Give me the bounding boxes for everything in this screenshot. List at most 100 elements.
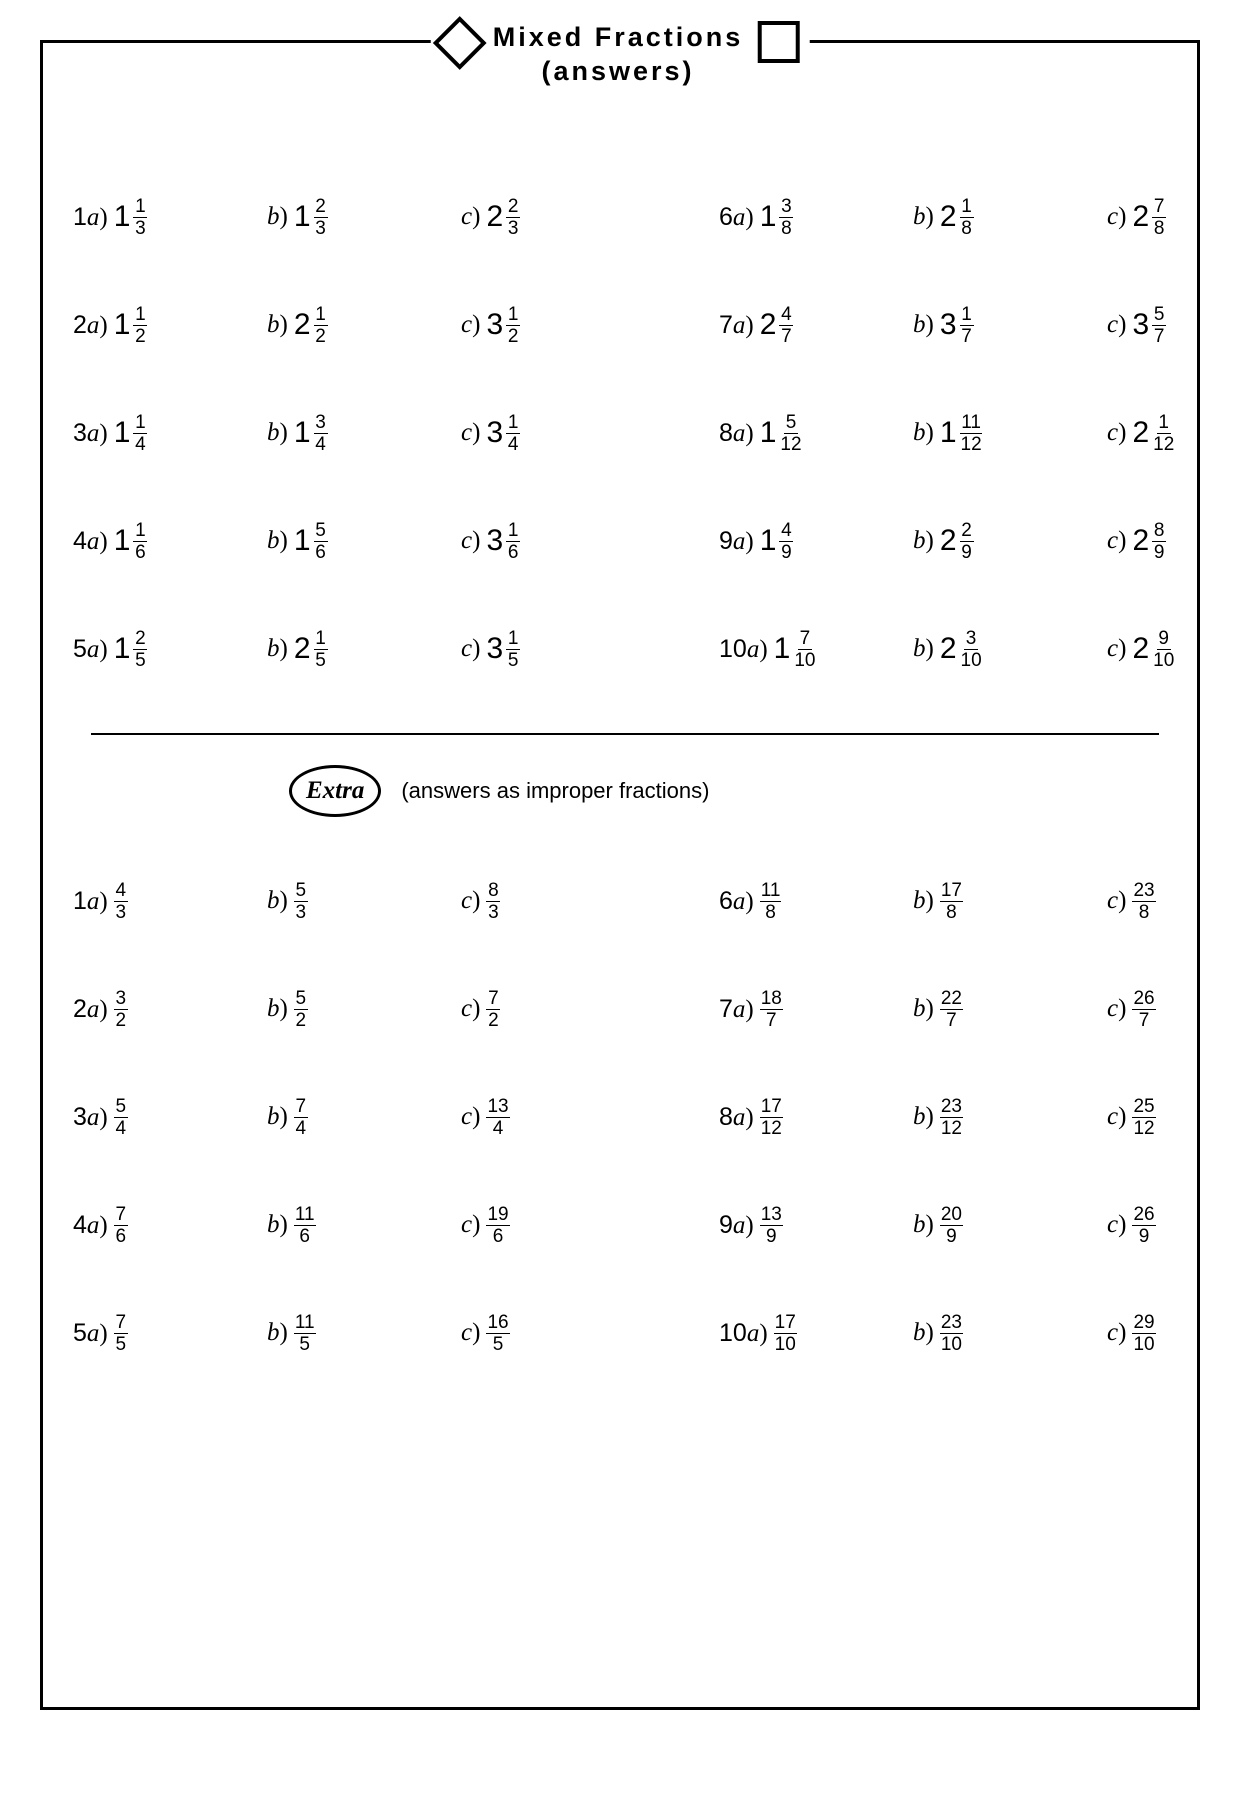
- numerator: 7: [486, 989, 500, 1010]
- denominator: 2: [506, 326, 520, 346]
- answer-item: c) 3 1 4: [461, 413, 619, 454]
- numerator: 1: [506, 629, 520, 650]
- answer-row: 6a) 11 8 b) 17 8 c) 23 8: [719, 847, 1240, 955]
- fraction: 1 8: [960, 197, 974, 238]
- numerator: 1: [133, 521, 147, 542]
- fraction: 3 4: [314, 413, 328, 454]
- numerator: 16: [486, 1313, 509, 1334]
- answer-row: 5a) 7 5 b) 11 5 c) 16 5: [73, 1279, 619, 1387]
- whole-number: 3: [940, 308, 957, 342]
- answer-item: 2a) 1 1 2: [73, 305, 231, 346]
- denominator: 10: [960, 650, 983, 670]
- numerator: 1: [506, 305, 520, 326]
- numerator: 2: [960, 521, 974, 542]
- whole-number: 1: [114, 416, 131, 450]
- denominator: 5: [491, 1334, 505, 1354]
- denominator: 10: [1132, 1334, 1155, 1354]
- numerator: 11: [760, 881, 782, 902]
- answer-item: b) 2 1 8: [913, 197, 1071, 238]
- fraction: 4 7: [779, 305, 793, 346]
- answer-item: 8a) 17 12: [719, 1097, 877, 1138]
- denominator: 6: [114, 1226, 128, 1246]
- fraction: 2 3: [506, 197, 520, 238]
- mixed-grid: 1a) 1 1 3 b) 1 2 3 c) 2 2 3 2a) 1 1 2: [73, 163, 1177, 703]
- numerator: 2: [314, 197, 328, 218]
- answer-item: b) 17 8: [913, 881, 1071, 922]
- whole-number: 2: [940, 524, 957, 558]
- worksheet-page: Mixed Fractions (answers) 1a) 1 1 3 b) 1…: [40, 40, 1200, 1710]
- answer-item: b) 2 1 2: [267, 305, 425, 346]
- denominator: 6: [506, 542, 520, 562]
- denominator: 9: [1152, 542, 1166, 562]
- diamond-icon: [433, 16, 487, 70]
- denominator: 8: [1137, 902, 1151, 922]
- answer-item: b) 11 5: [267, 1313, 425, 1354]
- denominator: 12: [1152, 434, 1175, 454]
- denominator: 9: [960, 542, 974, 562]
- fraction: 23 10: [940, 1313, 963, 1354]
- answer-row: 7a) 18 7 b) 22 7 c) 26 7: [719, 955, 1240, 1063]
- answer-item: c) 3 1 6: [461, 521, 619, 562]
- numerator: 11: [294, 1205, 316, 1226]
- whole-number: 3: [1132, 308, 1149, 342]
- numerator: 1: [506, 521, 520, 542]
- denominator: 6: [314, 542, 328, 562]
- denominator: 9: [944, 1226, 958, 1246]
- numerator: 3: [114, 989, 128, 1010]
- fraction: 7 10: [793, 629, 816, 670]
- denominator: 10: [1152, 650, 1175, 670]
- denominator: 9: [779, 542, 793, 562]
- answer-item: 8a) 1 5 12: [719, 413, 877, 454]
- denominator: 8: [1152, 218, 1166, 238]
- answer-item: 4a) 7 6: [73, 1205, 231, 1246]
- numerator: 7: [1152, 197, 1166, 218]
- mixed-col-left: 1a) 1 1 3 b) 1 2 3 c) 2 2 3 2a) 1 1 2: [73, 163, 619, 703]
- answer-item: 7a) 2 4 7: [719, 305, 877, 346]
- numerator: 1: [314, 629, 328, 650]
- fraction: 5 4: [114, 1097, 128, 1138]
- answer-item: b) 7 4: [267, 1097, 425, 1138]
- answer-item: 1a) 1 1 3: [73, 197, 231, 238]
- answer-row: 3a) 1 1 4 b) 1 3 4 c) 3 1 4: [73, 379, 619, 487]
- answer-item: c) 7 2: [461, 989, 619, 1030]
- numerator: 4: [779, 305, 793, 326]
- fraction: 26 7: [1132, 989, 1155, 1030]
- denominator: 12: [1132, 1118, 1155, 1138]
- fraction: 4 9: [779, 521, 793, 562]
- denominator: 8: [944, 902, 958, 922]
- fraction: 1 5: [314, 629, 328, 670]
- whole-number: 1: [114, 524, 131, 558]
- answer-row: 3a) 5 4 b) 7 4 c) 13 4: [73, 1063, 619, 1171]
- numerator: 25: [1132, 1097, 1155, 1118]
- numerator: 7: [798, 629, 812, 650]
- denominator: 4: [491, 1118, 505, 1138]
- denominator: 8: [960, 218, 974, 238]
- denominator: 6: [491, 1226, 505, 1246]
- fraction: 20 9: [940, 1205, 963, 1246]
- numerator: 2: [506, 197, 520, 218]
- answer-item: b) 3 1 7: [913, 305, 1071, 346]
- fraction: 22 7: [940, 989, 963, 1030]
- fraction: 11 6: [294, 1205, 316, 1246]
- answer-row: 8a) 17 12 b) 23 12 c) 25 12: [719, 1063, 1240, 1171]
- section-divider: [91, 733, 1159, 735]
- denominator: 10: [793, 650, 816, 670]
- fraction: 5 3: [294, 881, 308, 922]
- answer-item: 9a) 13 9: [719, 1205, 877, 1246]
- fraction: 1 2: [133, 305, 147, 346]
- whole-number: 2: [1132, 524, 1149, 558]
- fraction: 29 10: [1132, 1313, 1155, 1354]
- answer-item: b) 11 6: [267, 1205, 425, 1246]
- extra-header: Extra (answers as improper fractions): [289, 765, 1177, 817]
- denominator: 4: [133, 434, 147, 454]
- fraction: 13 9: [760, 1205, 783, 1246]
- numerator: 1: [506, 413, 520, 434]
- improper-grid: 1a) 4 3 b) 5 3 c) 8 3 2a) 3 2 b) 5: [73, 847, 1177, 1387]
- whole-number: 1: [294, 524, 311, 558]
- numerator: 19: [486, 1205, 509, 1226]
- answer-row: 2a) 3 2 b) 5 2 c) 7 2: [73, 955, 619, 1063]
- denominator: 4: [294, 1118, 308, 1138]
- answer-item: 6a) 11 8: [719, 881, 877, 922]
- answer-row: 1a) 1 1 3 b) 1 2 3 c) 2 2 3: [73, 163, 619, 271]
- fraction: 1 2: [506, 305, 520, 346]
